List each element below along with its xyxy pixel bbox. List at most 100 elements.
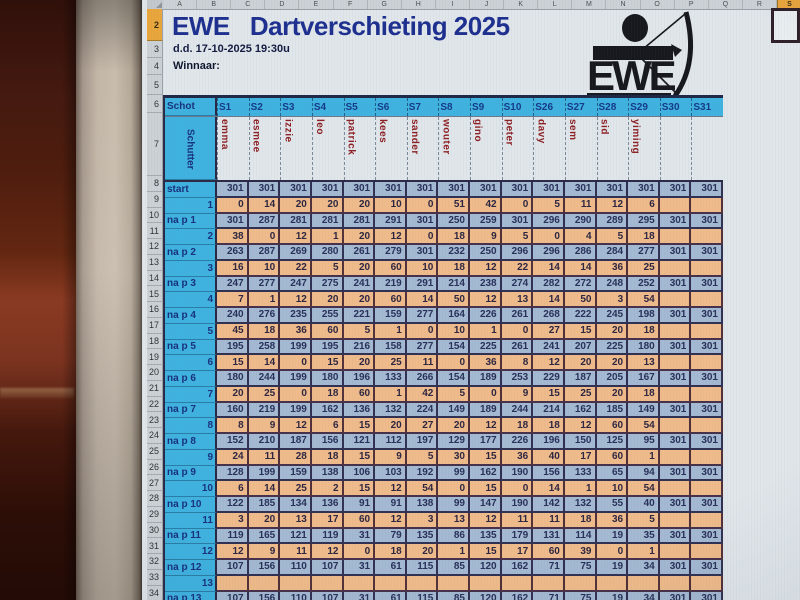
total-cell[interactable]: 162: [311, 402, 344, 419]
total-cell[interactable]: 266: [406, 371, 439, 387]
total-cell[interactable]: 296: [501, 245, 534, 261]
row-number[interactable]: 16: [147, 302, 163, 318]
throw-cell[interactable]: [659, 449, 692, 466]
total-cell[interactable]: 167: [628, 371, 660, 387]
total-cell[interactable]: 185: [596, 402, 629, 419]
throw-cell[interactable]: [248, 575, 281, 592]
column-letter[interactable]: J: [470, 0, 505, 9]
throw-cell[interactable]: [659, 386, 692, 403]
player-name-cell[interactable]: [659, 117, 692, 180]
column-letter[interactable]: R: [743, 0, 777, 9]
total-cell[interactable]: 162: [501, 560, 534, 576]
player-name-cell[interactable]: sid: [596, 117, 629, 180]
throw-cell[interactable]: 9: [375, 449, 407, 466]
total-cell[interactable]: 263: [217, 245, 249, 261]
total-cell[interactable]: 301: [659, 276, 692, 293]
total-cell[interactable]: 268: [533, 308, 565, 324]
total-cell[interactable]: 187: [280, 434, 312, 450]
player-name-cell[interactable]: gino: [470, 117, 502, 180]
column-letter[interactable]: Q: [709, 0, 743, 9]
throw-cell[interactable]: [311, 575, 344, 592]
throw-cell[interactable]: 42: [406, 386, 439, 403]
throw-cell[interactable]: 18: [628, 229, 660, 245]
throw-cell[interactable]: 4: [564, 229, 597, 245]
total-cell[interactable]: 149: [438, 402, 470, 419]
row-label[interactable]: na p 2: [165, 245, 217, 261]
total-cell[interactable]: 245: [596, 308, 629, 324]
row-number[interactable]: 30: [147, 522, 163, 539]
total-cell[interactable]: 165: [248, 528, 281, 545]
total-cell[interactable]: 295: [628, 213, 660, 230]
total-cell[interactable]: 189: [470, 371, 502, 387]
row-number[interactable]: 7: [147, 113, 163, 176]
throw-cell[interactable]: 0: [533, 229, 565, 245]
total-cell[interactable]: 147: [470, 497, 502, 513]
total-cell[interactable]: 156: [533, 465, 565, 482]
row-label[interactable]: 9: [165, 449, 217, 466]
total-cell[interactable]: 221: [343, 308, 376, 324]
throw-cell[interactable]: 12: [375, 481, 407, 497]
throw-cell[interactable]: 60: [375, 260, 407, 277]
total-cell[interactable]: 164: [438, 308, 470, 324]
throw-cell[interactable]: 1: [375, 386, 407, 403]
player-name-cell[interactable]: davy: [533, 117, 565, 180]
total-cell[interactable]: 162: [501, 591, 534, 600]
player-name-cell[interactable]: sem: [564, 117, 597, 180]
total-cell[interactable]: 156: [248, 591, 281, 600]
total-cell[interactable]: 132: [564, 497, 597, 513]
total-cell[interactable]: 287: [248, 213, 281, 230]
throw-cell[interactable]: 5: [596, 229, 629, 245]
total-cell[interactable]: 205: [596, 371, 629, 387]
throw-cell[interactable]: [659, 481, 692, 497]
total-cell[interactable]: 216: [343, 339, 376, 356]
total-cell[interactable]: 179: [501, 528, 534, 545]
throw-cell[interactable]: 20: [438, 418, 470, 434]
total-cell[interactable]: 225: [596, 339, 629, 356]
total-cell[interactable]: 301: [659, 528, 692, 545]
total-cell[interactable]: 136: [343, 402, 376, 419]
total-cell[interactable]: 301: [438, 182, 470, 198]
total-cell[interactable]: 187: [564, 371, 597, 387]
throw-cell[interactable]: [691, 575, 723, 592]
column-letter[interactable]: L: [538, 0, 573, 9]
total-cell[interactable]: 110: [280, 591, 312, 600]
total-cell[interactable]: 281: [343, 213, 376, 230]
total-cell[interactable]: 152: [217, 434, 249, 450]
throw-cell[interactable]: 8: [501, 355, 534, 371]
total-cell[interactable]: 138: [311, 465, 344, 482]
throw-cell[interactable]: 1: [628, 544, 660, 560]
column-letter[interactable]: K: [504, 0, 539, 9]
throw-cell[interactable]: 22: [501, 260, 534, 277]
total-cell[interactable]: 199: [280, 402, 312, 419]
throw-cell[interactable]: 20: [248, 512, 281, 529]
throw-cell[interactable]: 12: [470, 260, 502, 277]
total-cell[interactable]: 192: [406, 465, 439, 482]
throw-cell[interactable]: 20: [343, 197, 376, 214]
row-number[interactable]: 22: [147, 396, 163, 413]
total-cell[interactable]: 238: [470, 276, 502, 293]
total-cell[interactable]: 259: [470, 213, 502, 230]
total-cell[interactable]: 247: [217, 276, 249, 293]
total-cell[interactable]: 219: [375, 276, 407, 293]
total-cell[interactable]: 71: [533, 591, 565, 600]
total-cell[interactable]: 75: [564, 591, 597, 600]
throw-cell[interactable]: 20: [406, 544, 439, 560]
total-cell[interactable]: 272: [564, 276, 597, 293]
throw-cell[interactable]: [659, 197, 692, 214]
throw-cell[interactable]: [691, 260, 723, 277]
total-cell[interactable]: 132: [375, 402, 407, 419]
throw-cell[interactable]: 45: [217, 323, 249, 340]
row-label[interactable]: 8: [165, 418, 217, 434]
throw-cell[interactable]: 20: [343, 260, 376, 277]
total-cell[interactable]: 158: [375, 339, 407, 356]
throw-cell[interactable]: 14: [564, 260, 597, 277]
total-cell[interactable]: 250: [438, 213, 470, 230]
total-cell[interactable]: 261: [501, 339, 534, 356]
total-cell[interactable]: 301: [691, 560, 723, 576]
throw-cell[interactable]: 0: [501, 481, 534, 497]
row-label[interactable]: 10: [165, 481, 217, 497]
total-cell[interactable]: 301: [375, 182, 407, 198]
throw-cell[interactable]: 11: [280, 544, 312, 560]
total-cell[interactable]: 301: [691, 308, 723, 324]
throw-cell[interactable]: [659, 418, 692, 434]
